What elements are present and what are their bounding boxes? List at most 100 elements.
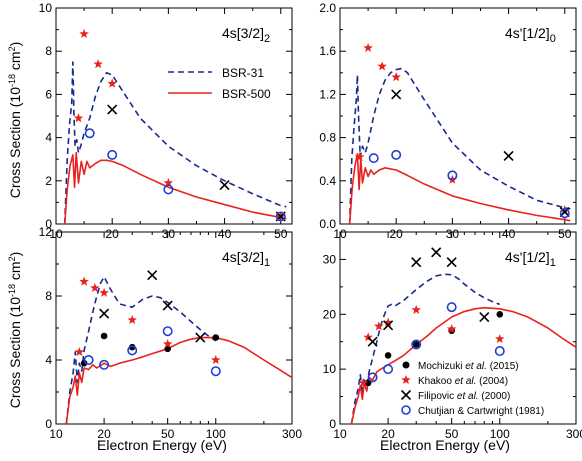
khakoo-point [93,59,103,69]
legend-bsr500-label: BSR-500 [222,87,271,101]
chutjian-point [162,326,173,337]
mochizuki-point [80,359,88,367]
khakoo-point [363,42,373,53]
x-tick-label: 20 [390,227,404,241]
panel-title: 4s'[1/2]1 [505,249,556,269]
legend-khakoo-label: Khakoo et al. (2004) [418,376,508,387]
legend-mochizuki-marker [402,361,410,369]
khakoo-point [358,377,369,387]
chutjian-point [163,184,174,195]
y-tick-label: 10 [39,1,53,15]
y-tick-label: 0.0 [319,217,336,231]
x-tick-label: 30 [162,227,176,241]
y-tick-label: 0.4 [319,174,336,188]
y-tick-label: 20 [323,307,337,321]
y-axis-title-top: Cross Section (10-18 cm2) [7,42,23,199]
khakoo-point [74,347,85,357]
filipovic-point [559,207,570,218]
y-tick-label: 4 [45,353,52,367]
legend-filipovic-label: Filipovic et al. (2000) [418,391,510,402]
khakoo-point [73,113,84,123]
x-tick-label: 30 [446,227,460,241]
x-tick-label: 50 [445,427,459,441]
legend-top: BSR-31 BSR-500 [168,66,271,101]
filipovic-point [383,320,394,331]
filipovic-point [479,311,490,323]
chutjian-point [411,339,422,350]
panel-title: 4s[3/2]2 [222,25,270,45]
x-axis-title-right: Electron Energy (eV) [380,437,510,453]
mochizuki-point [412,341,420,348]
filipovic-point [503,150,514,162]
y-tick-label: 8 [45,289,52,303]
y-tick-label: 30 [323,252,337,266]
khakoo-point [446,324,457,334]
chutjian-point [127,345,138,356]
x-tick-label: 50 [161,427,175,441]
khakoo-point [162,339,173,349]
mochizuki-point [384,352,392,359]
khakoo-point [127,315,137,325]
y-axis-title-bottom: Cross Section (10-18 cm2) [7,252,23,409]
khakoo-point [99,287,109,297]
x-tick-label: 20 [106,227,120,241]
x-tick-label: 100 [206,427,226,441]
bsr500-curve [65,336,292,424]
khakoo-point [391,72,401,82]
filipovic-point [162,300,173,311]
panel-4s-prime-1-2-0: 10 20 30 40 500.00.40.81.21.62.04s'[1/2]0 [319,1,577,241]
x-tick-label: 50 [274,227,288,241]
x-axis-title-left: Electron Energy (eV) [97,437,227,453]
x-tick-label: 100 [490,427,510,441]
y-tick-label: 2 [45,174,52,188]
bsr500-curve [63,151,287,224]
bsr500-curve [348,153,571,224]
y-tick-label: 1.6 [319,44,336,58]
filipovic-point [219,180,230,191]
chutjian-point [210,366,221,377]
chutjian-point [391,149,402,160]
plot-area [348,67,571,224]
filipovic-point [431,247,442,258]
khakoo-point [411,304,421,314]
filipovic-point [99,308,110,319]
chutjian-point [99,359,110,370]
khakoo-point [383,317,393,327]
x-tick-label: 40 [502,227,516,241]
chutjian-point [367,372,378,383]
filipovic-point [195,332,206,343]
mochizuki-point [496,310,504,318]
panel-4s-3-2-1: 10 20 50 100 300 0 4 8 12 4s[3/2]1 [39,225,303,441]
khakoo-point [211,355,221,365]
filipovic-point [446,257,457,268]
filipovic-point [367,336,378,347]
y-tick-label: 6 [45,87,52,101]
legend-mochizuki-label: Mochizuki et al. (2015) [418,361,519,372]
legend-bottom: Mochizuki et al. (2015) Khakoo et al. (2… [400,361,544,417]
x-tick-label: 300 [282,427,302,441]
y-tick-label: 0.8 [319,131,336,145]
khakoo-point [495,333,505,344]
chutjian-point [559,208,570,219]
khakoo-point [79,28,89,38]
legend-chutjian-label: Chutjian & Cartwright (1981) [418,406,544,417]
mochizuki-point [100,332,108,340]
mochizuki-point [128,343,136,351]
chutjian-point [107,149,118,160]
bsr500-curve [350,306,576,424]
chutjian-point [447,170,458,181]
plot-area [63,61,287,224]
khakoo-point [107,78,117,88]
khakoo-point [163,177,174,188]
x-tick-label: 50 [558,227,572,241]
panel-title: 4s[3/2]1 [222,249,270,269]
chutjian-point [383,364,394,375]
y-tick-label: 4 [45,131,52,145]
chutjian-point [368,153,379,164]
filipovic-point [411,257,422,268]
bsr31-curve [65,275,217,424]
plot-frame [339,231,577,425]
khakoo-point [90,283,100,293]
y-tick-label: 10 [323,362,337,376]
